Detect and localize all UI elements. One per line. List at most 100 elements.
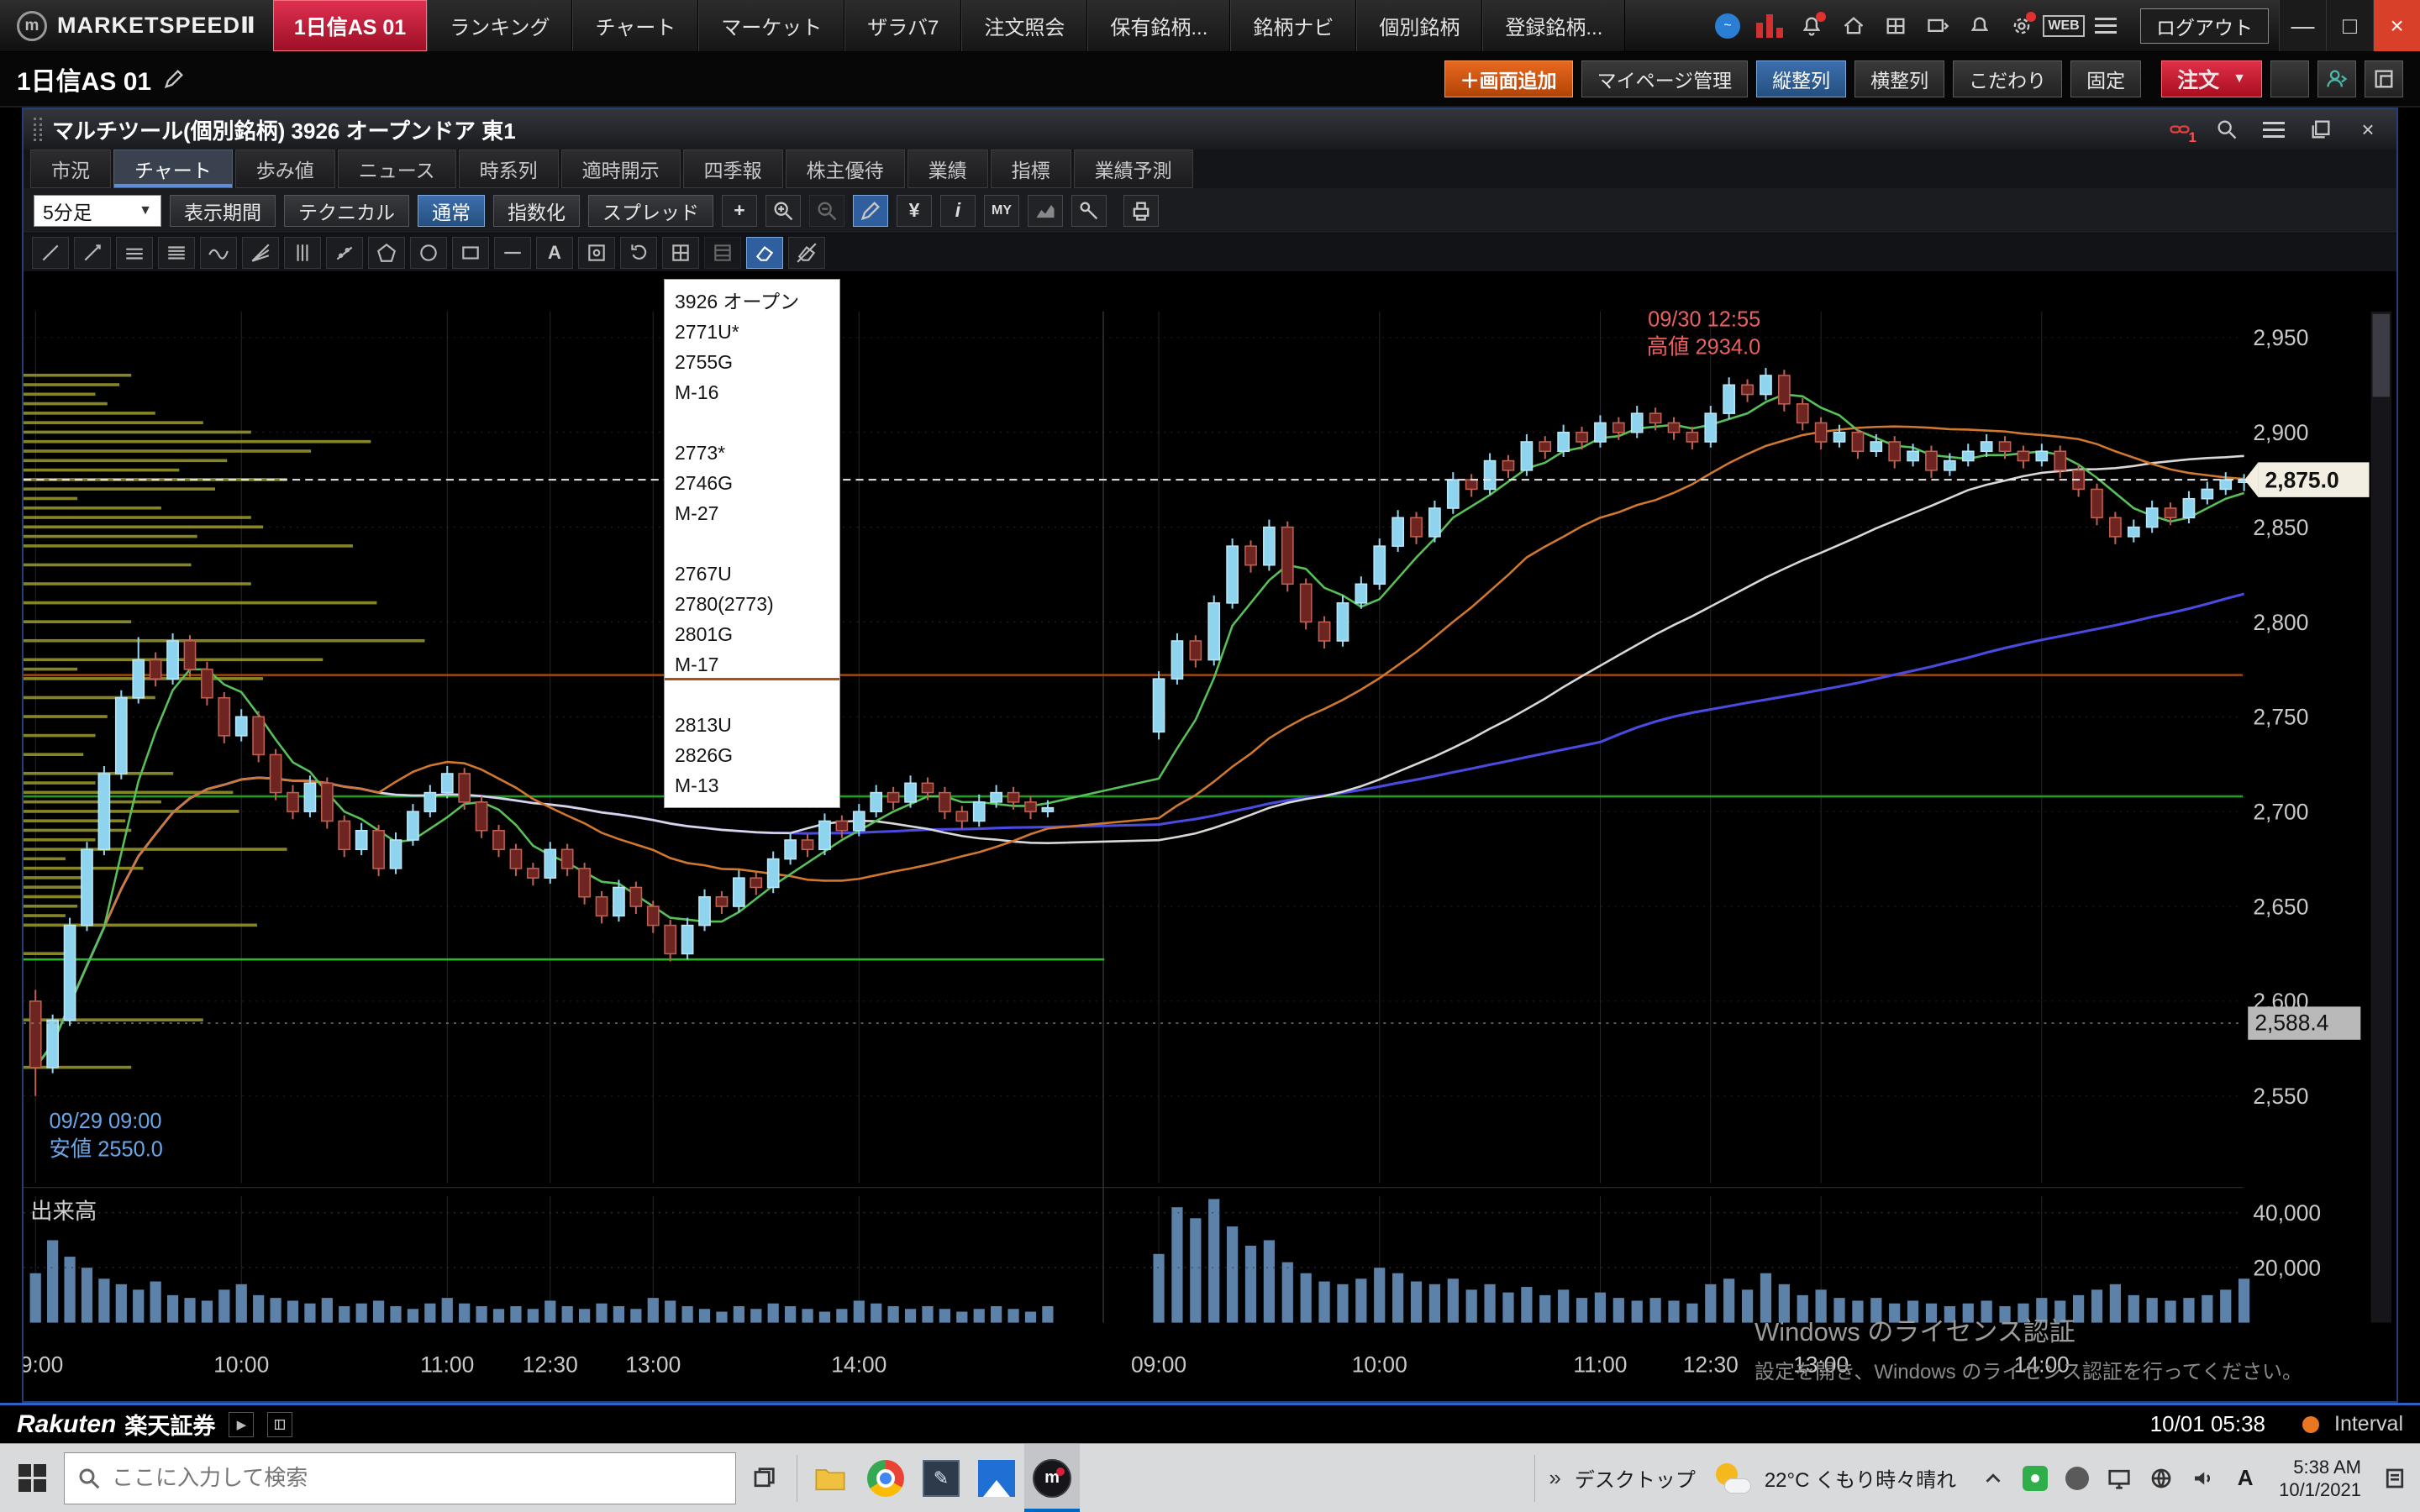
grid-window-icon[interactable] xyxy=(1878,8,1913,44)
workspace-tab-active[interactable]: 1日信AS 01 xyxy=(273,0,427,51)
tool-fan-lines-button[interactable] xyxy=(242,237,279,269)
photos-button[interactable] xyxy=(969,1444,1024,1512)
display-icon[interactable] xyxy=(2101,1444,2138,1512)
file-explorer-button[interactable] xyxy=(802,1444,858,1512)
menu-tab-order-inquiry[interactable]: 注文照会 xyxy=(961,0,1087,51)
tray-expand-icon[interactable] xyxy=(1975,1444,2012,1512)
menu-tab-zaraba[interactable]: ザラバ7 xyxy=(844,0,961,51)
task-view-button[interactable] xyxy=(736,1444,792,1512)
tool-parallel-lines-button[interactable] xyxy=(116,237,153,269)
web-icon[interactable]: WEB xyxy=(2046,8,2081,44)
editor-button[interactable]: ✎ xyxy=(913,1444,969,1512)
play-icon[interactable]: ▶ xyxy=(229,1412,254,1437)
display-period-button[interactable]: 表示期間 xyxy=(170,195,276,227)
technical-button[interactable]: テクニカル xyxy=(284,195,409,227)
tool-eraser-button[interactable] xyxy=(746,237,783,269)
tool-ray-line-button[interactable] xyxy=(74,237,111,269)
settings-wrench-icon[interactable] xyxy=(1071,195,1107,227)
menu-tab-ranking[interactable]: ランキング xyxy=(427,0,572,51)
menu-tab-individual[interactable]: 個別銘柄 xyxy=(1356,0,1482,51)
mypage-manage-button[interactable]: マイページ管理 xyxy=(1581,60,1749,97)
tool-trendline-button[interactable] xyxy=(32,237,69,269)
menu-tab-chart[interactable]: チャート xyxy=(572,0,698,51)
info-icon[interactable]: i xyxy=(940,195,976,227)
network-icon[interactable] xyxy=(2143,1444,2180,1512)
tab-news[interactable]: ニュース xyxy=(338,150,456,188)
menu-tab-market[interactable]: マーケット xyxy=(698,0,844,51)
tool-erase-all-button[interactable] xyxy=(788,237,825,269)
settings-gear-icon[interactable] xyxy=(2004,8,2039,44)
alert-bell-icon[interactable] xyxy=(1962,8,1997,44)
tab-earnings-forecast[interactable]: 業績予測 xyxy=(1074,150,1193,188)
add-screen-button[interactable]: ＋画面追加 xyxy=(1444,60,1573,97)
tab-chart[interactable]: チャート xyxy=(113,150,233,188)
drag-grip-icon[interactable] xyxy=(34,118,42,141)
tool-regression-button[interactable] xyxy=(326,237,363,269)
close-button[interactable]: × xyxy=(2373,0,2420,51)
chart-shortcut-icon[interactable] xyxy=(1752,8,1787,44)
notification-bell-icon[interactable] xyxy=(1794,8,1829,44)
kodawari-button[interactable]: こだわり xyxy=(1953,60,2062,97)
weather-widget[interactable]: 22°C くもり時々晴れ xyxy=(1706,1462,1970,1495)
menu-icon[interactable] xyxy=(2088,8,2123,44)
menu-tab-symbol-navi[interactable]: 銘柄ナビ xyxy=(1230,0,1356,51)
tool-horizontal-line-button[interactable] xyxy=(494,237,531,269)
draw-pencil-icon[interactable] xyxy=(853,195,888,227)
menu-tab-registered[interactable]: 登録銘柄... xyxy=(1482,0,1625,51)
tab-market-condition[interactable]: 市況 xyxy=(30,150,111,188)
user-link-icon[interactable] xyxy=(2317,60,2356,97)
edit-pencil-icon[interactable] xyxy=(160,62,188,96)
chart-canvas[interactable]: 2,9502,9002,8502,8002,7502,7002,6502,600… xyxy=(24,272,2396,1401)
start-button[interactable] xyxy=(0,1444,64,1512)
my-chart-icon[interactable]: MY xyxy=(984,195,1019,227)
taskbar-clock[interactable]: 5:38 AM 10/1/2021 xyxy=(2269,1456,2371,1501)
layout-window-icon[interactable] xyxy=(2365,60,2403,97)
duplicate-window-icon[interactable] xyxy=(2302,113,2339,146)
home-icon[interactable] xyxy=(1836,8,1871,44)
logout-button[interactable]: ログアウト xyxy=(2140,8,2269,44)
tool-pentagon-button[interactable] xyxy=(368,237,405,269)
tool-circle-button[interactable] xyxy=(410,237,447,269)
tool-vertical-lines-button[interactable] xyxy=(284,237,321,269)
window-close-icon[interactable]: × xyxy=(2349,113,2386,146)
tab-shareholder-benefit[interactable]: 株主優待 xyxy=(786,150,905,188)
zoom-in-icon[interactable] xyxy=(765,195,801,227)
tool-rotate-button[interactable] xyxy=(620,237,657,269)
taskbar-search-input[interactable] xyxy=(112,1465,723,1491)
maximize-button[interactable]: □ xyxy=(2326,0,2373,51)
action-center-icon[interactable] xyxy=(2376,1444,2413,1512)
tab-time-series[interactable]: 時系列 xyxy=(459,150,559,188)
timeframe-select[interactable]: 5分足 ▼ xyxy=(34,195,161,227)
window-menu-icon[interactable] xyxy=(2255,113,2292,146)
tool-text-button[interactable]: A xyxy=(536,237,573,269)
vertical-align-button[interactable]: 縦整列 xyxy=(1756,60,1846,97)
indexed-mode-button[interactable]: 指数化 xyxy=(493,195,580,227)
menu-tab-holdings[interactable]: 保有銘柄... xyxy=(1087,0,1230,51)
marketspeed-app-button[interactable]: m xyxy=(1024,1444,1080,1512)
chrome-button[interactable] xyxy=(858,1444,913,1512)
ime-indicator[interactable]: A xyxy=(2227,1444,2264,1512)
tool-multi-lines-button[interactable] xyxy=(158,237,195,269)
tab-tick[interactable]: 歩み値 xyxy=(235,150,335,188)
tab-earnings[interactable]: 業績 xyxy=(908,150,988,188)
volume-icon[interactable] xyxy=(2185,1444,2222,1512)
taskbar-search[interactable] xyxy=(64,1452,736,1504)
order-button[interactable]: 注文 ▼ xyxy=(2161,60,2262,97)
minimize-button[interactable]: — xyxy=(2279,0,2326,51)
tool-grid-button[interactable] xyxy=(662,237,699,269)
link-chain-icon[interactable]: 1 xyxy=(2161,113,2198,146)
cast-icon[interactable] xyxy=(1920,8,1955,44)
fixed-button[interactable]: 固定 xyxy=(2070,60,2141,97)
tool-grid-alt-button[interactable] xyxy=(704,237,741,269)
tab-disclosure[interactable]: 適時開示 xyxy=(561,150,681,188)
help-button[interactable] xyxy=(2270,60,2309,97)
tab-shikiho[interactable]: 四季報 xyxy=(683,150,783,188)
toolbar-chevrons-icon[interactable]: » xyxy=(1545,1465,1564,1491)
tool-wave-button[interactable] xyxy=(200,237,237,269)
crosshair-plus-icon[interactable]: + xyxy=(722,195,757,227)
horizontal-align-button[interactable]: 横整列 xyxy=(1854,60,1944,97)
tool-rectangle-button[interactable] xyxy=(452,237,489,269)
recording-icon[interactable] xyxy=(2059,1444,2096,1512)
spread-mode-button[interactable]: スプレッド xyxy=(588,195,713,227)
search-icon[interactable] xyxy=(2208,113,2245,146)
